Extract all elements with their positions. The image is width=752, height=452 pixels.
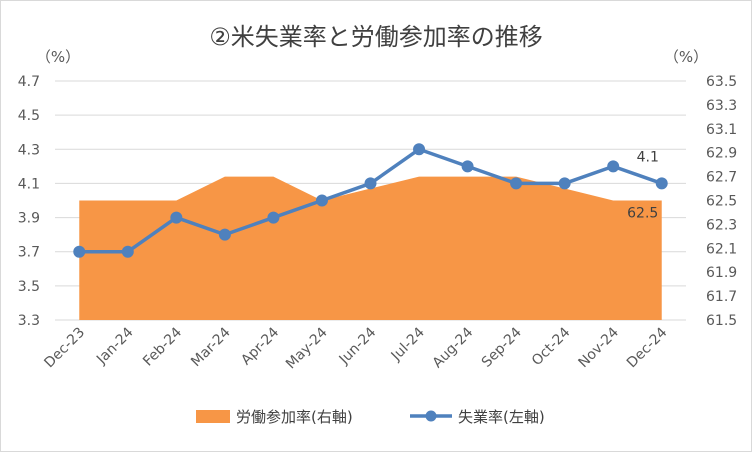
unemployment-point xyxy=(267,211,280,224)
unemployment-point xyxy=(121,245,134,258)
left-axis-unit: （%） xyxy=(36,48,80,66)
left-tick-label: 4.5 xyxy=(18,108,40,124)
category-label: Jul-24 xyxy=(388,324,428,364)
unemployment-point xyxy=(461,160,474,173)
category-label: Sep-24 xyxy=(479,324,525,370)
right-tick-label: 62.3 xyxy=(706,217,737,233)
right-tick-label: 61.9 xyxy=(706,265,737,281)
unemployment-point xyxy=(170,211,183,224)
unemployment-end-label: 4.1 xyxy=(637,149,659,165)
legend-marker-unemployment xyxy=(425,410,437,422)
category-label: Jan-24 xyxy=(93,324,137,368)
legend-swatch-participation xyxy=(196,410,230,423)
left-axis-ticks: 3.3 3.5 3.7 3.9 4.1 4.3 4.5 4.7 xyxy=(18,74,40,329)
unemployment-point xyxy=(364,177,377,190)
right-tick-label: 62.7 xyxy=(706,170,737,186)
category-label: Apr-24 xyxy=(238,324,282,368)
legend-label-unemployment: 失業率(左軸) xyxy=(458,408,545,426)
left-tick-label: 4.3 xyxy=(18,142,40,158)
unemployment-point xyxy=(218,228,231,241)
right-tick-label: 61.7 xyxy=(706,289,737,305)
right-axis-ticks: 61.5 61.7 61.9 62.1 62.3 62.5 62.7 62.9 63.1 63.3… xyxy=(706,74,737,329)
unemployment-line-layer xyxy=(73,143,668,258)
left-tick-label: 3.7 xyxy=(18,245,40,261)
participation-area-layer xyxy=(79,176,662,320)
category-label: May-24 xyxy=(283,324,331,372)
legend-label-participation: 労働参加率(右軸) xyxy=(236,408,353,426)
unemployment-point xyxy=(315,194,328,207)
category-label: Jun-24 xyxy=(336,324,380,368)
category-label: Oct-24 xyxy=(529,324,574,369)
category-label: Aug-24 xyxy=(430,324,477,371)
right-tick-label: 63.3 xyxy=(706,98,737,114)
category-label: Mar-24 xyxy=(188,324,234,370)
legend: 労働参加率(右軸) 失業率(左軸) xyxy=(196,408,545,426)
category-label: Nov-24 xyxy=(575,324,622,371)
category-label: Dec-24 xyxy=(624,324,671,371)
unemployment-point xyxy=(510,177,523,190)
right-tick-label: 63.5 xyxy=(706,74,737,90)
right-tick-label: 62.9 xyxy=(706,146,737,162)
category-axis-ticks: Dec-23 Jan-24 Feb-24 Mar-24 Apr-24 May-24 Jun-… xyxy=(41,324,670,372)
unemployment-point xyxy=(655,177,668,190)
category-label: Feb-24 xyxy=(140,324,185,369)
right-tick-label: 62.1 xyxy=(706,241,737,257)
left-tick-label: 3.5 xyxy=(18,279,40,295)
left-tick-label: 3.9 xyxy=(18,211,40,227)
participation-end-label: 62.5 xyxy=(627,206,658,222)
right-tick-label: 61.5 xyxy=(706,313,737,329)
left-tick-label: 4.1 xyxy=(18,176,40,192)
unemployment-point xyxy=(73,245,86,258)
left-tick-label: 4.7 xyxy=(18,74,40,90)
right-axis-unit: （%） xyxy=(664,48,708,66)
chart-title: ②米失業率と労働参加率の推移 xyxy=(209,23,543,51)
category-label: Dec-23 xyxy=(41,325,88,372)
data-labels: 4.1 62.5 xyxy=(627,149,659,221)
participation-area xyxy=(79,176,662,320)
unemployment-point xyxy=(413,143,426,156)
right-tick-label: 63.1 xyxy=(706,122,737,138)
unemployment-point xyxy=(607,160,620,173)
right-tick-label: 62.5 xyxy=(706,194,737,210)
left-tick-label: 3.3 xyxy=(18,313,40,329)
unemployment-point xyxy=(558,177,571,190)
